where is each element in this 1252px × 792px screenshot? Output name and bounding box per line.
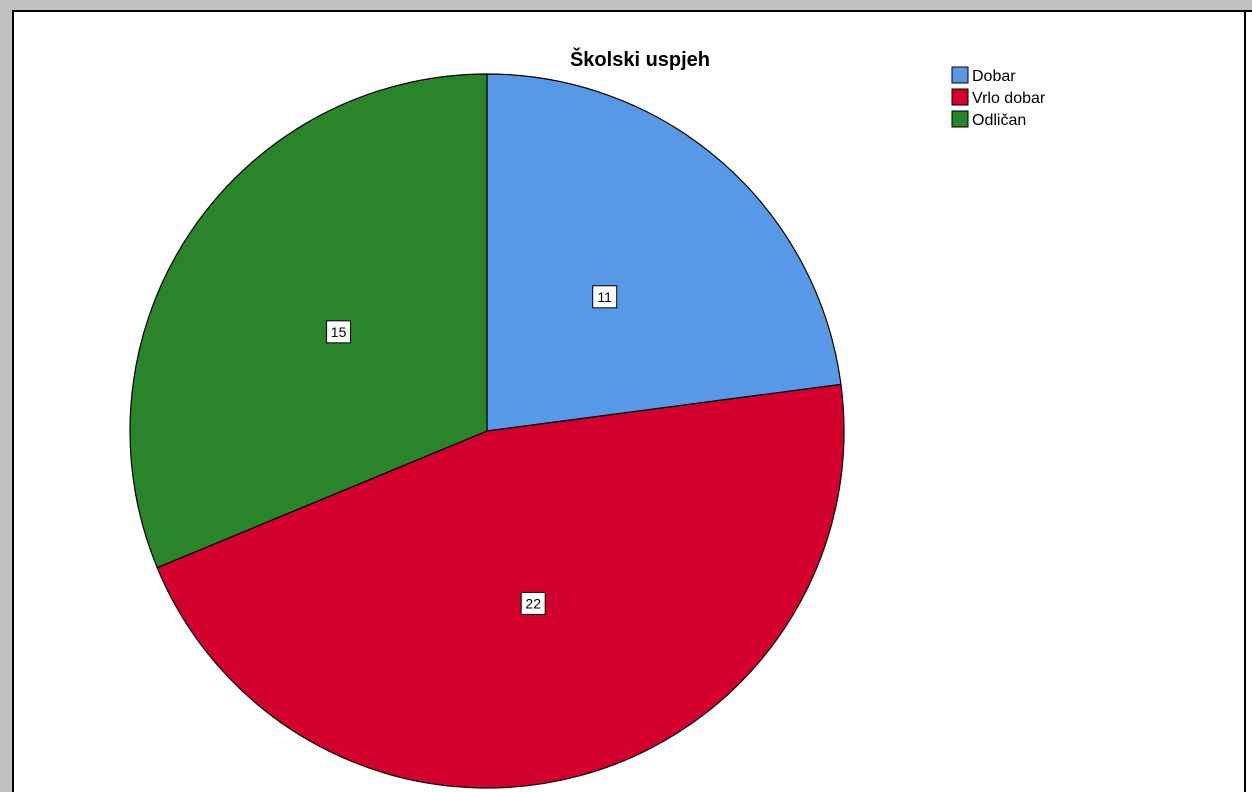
chart-title: Školski uspjeh — [570, 47, 710, 71]
slice-labels: 11 22 15 — [326, 285, 618, 615]
legend-label: Vrlo dobar — [972, 90, 1046, 107]
data-label: 15 — [331, 324, 347, 340]
data-label: 22 — [525, 595, 541, 611]
legend-label: Dobar — [972, 68, 1016, 85]
pie-slice-dobar — [486, 73, 842, 432]
pie-slice-odličan — [129, 73, 488, 569]
data-label-box — [592, 285, 618, 309]
legend-swatch — [951, 66, 969, 84]
legend-label: Odličan — [972, 112, 1026, 129]
panel-border-right — [1244, 10, 1246, 792]
legend: Dobar Vrlo dobar Odličan — [951, 66, 1046, 129]
legend-swatch — [951, 88, 969, 106]
pie-slices — [129, 73, 845, 789]
pie-slice-vrlo-dobar — [156, 383, 845, 789]
data-label: 11 — [597, 289, 612, 305]
legend-swatch — [951, 110, 969, 128]
data-label-box — [326, 320, 352, 344]
data-label-box — [520, 591, 546, 615]
